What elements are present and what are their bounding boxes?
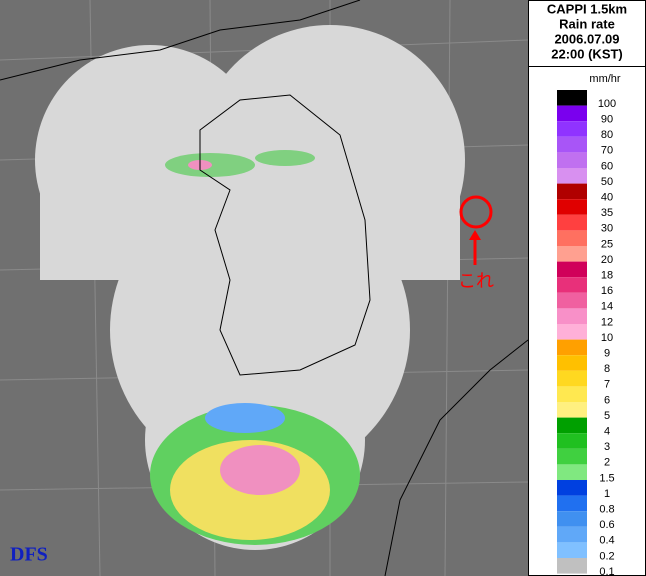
legend-label: 100	[598, 98, 616, 110]
legend-swatch	[557, 136, 587, 153]
legend-label: 10	[601, 332, 613, 344]
legend-label: 0.2	[599, 550, 614, 562]
legend-swatch	[557, 292, 587, 309]
legend-swatch	[557, 261, 587, 278]
legend-swatch	[557, 246, 587, 262]
legend-swatch	[557, 152, 587, 168]
legend-unit: mm/hr	[589, 73, 621, 85]
logo: DFS	[10, 544, 48, 566]
legend-label: 40	[601, 192, 613, 204]
legend-label: 80	[601, 129, 613, 141]
legend-label: 16	[601, 285, 613, 297]
legend-swatch	[557, 183, 587, 200]
legend-swatch	[557, 448, 587, 465]
legend-swatch	[557, 542, 587, 558]
legend-label: 4	[604, 426, 610, 438]
legend-label: 35	[601, 207, 613, 219]
legend-swatch	[557, 511, 587, 527]
legend-label: 12	[601, 316, 613, 328]
legend-label: 20	[601, 254, 613, 266]
legend-label: 7	[604, 379, 610, 391]
legend-swatch	[557, 277, 587, 293]
legend-label: 25	[601, 238, 613, 250]
legend-label: 60	[601, 160, 613, 172]
legend-label: 0.4	[599, 535, 614, 547]
legend-label: 0.8	[599, 504, 614, 516]
header-line: Rain rate	[559, 16, 615, 31]
legend-label: 90	[601, 114, 613, 126]
legend-label: 14	[601, 301, 613, 313]
legend-label: 0.6	[599, 519, 614, 531]
legend-swatch	[557, 526, 587, 543]
legend-label: 3	[604, 441, 610, 453]
annotation-circle	[459, 195, 493, 229]
legend-label: 18	[601, 270, 613, 282]
legend-label: 1	[604, 488, 610, 500]
legend-label: 30	[601, 223, 613, 235]
legend-swatch	[557, 480, 587, 496]
legend-label: 2	[604, 457, 610, 469]
header-line: 2006.07.09	[554, 31, 619, 46]
legend-label: 0.1	[599, 566, 614, 576]
annotation-text: これ	[458, 271, 494, 291]
legend-swatch	[557, 386, 587, 402]
legend-swatch	[557, 339, 587, 356]
legend-swatch	[557, 230, 587, 246]
legend-label: 9	[604, 348, 610, 360]
legend-swatch	[557, 168, 587, 184]
legend-swatch	[557, 464, 587, 480]
legend-swatch	[557, 308, 587, 324]
header-line: 22:00 (KST)	[551, 46, 623, 61]
legend-swatch	[557, 105, 587, 122]
header-line: CAPPI 1.5km	[547, 1, 627, 16]
legend-swatch	[557, 324, 587, 340]
legend-label: 50	[601, 176, 613, 188]
legend-swatch	[557, 370, 587, 387]
legend-swatch	[557, 417, 587, 434]
legend-label: 1.5	[599, 472, 614, 484]
annotation-arrowhead	[469, 230, 481, 240]
legend: 1009080706050403530252018161412109876543…	[557, 90, 616, 576]
legend-swatch	[557, 495, 587, 512]
legend-label: 8	[604, 363, 610, 375]
annotation: これ	[458, 195, 494, 291]
legend-swatch	[557, 214, 587, 231]
legend-label: 5	[604, 410, 610, 422]
legend-label: 70	[601, 145, 613, 157]
legend-swatch	[557, 90, 587, 106]
legend-swatch	[557, 355, 587, 371]
legend-swatch	[557, 121, 587, 137]
coastline	[0, 0, 529, 576]
legend-swatch	[557, 558, 587, 574]
legend-swatch	[557, 402, 587, 418]
legend-swatch	[557, 433, 587, 449]
legend-swatch	[557, 199, 587, 215]
rain-echo	[150, 150, 360, 545]
legend-label: 6	[604, 394, 610, 406]
